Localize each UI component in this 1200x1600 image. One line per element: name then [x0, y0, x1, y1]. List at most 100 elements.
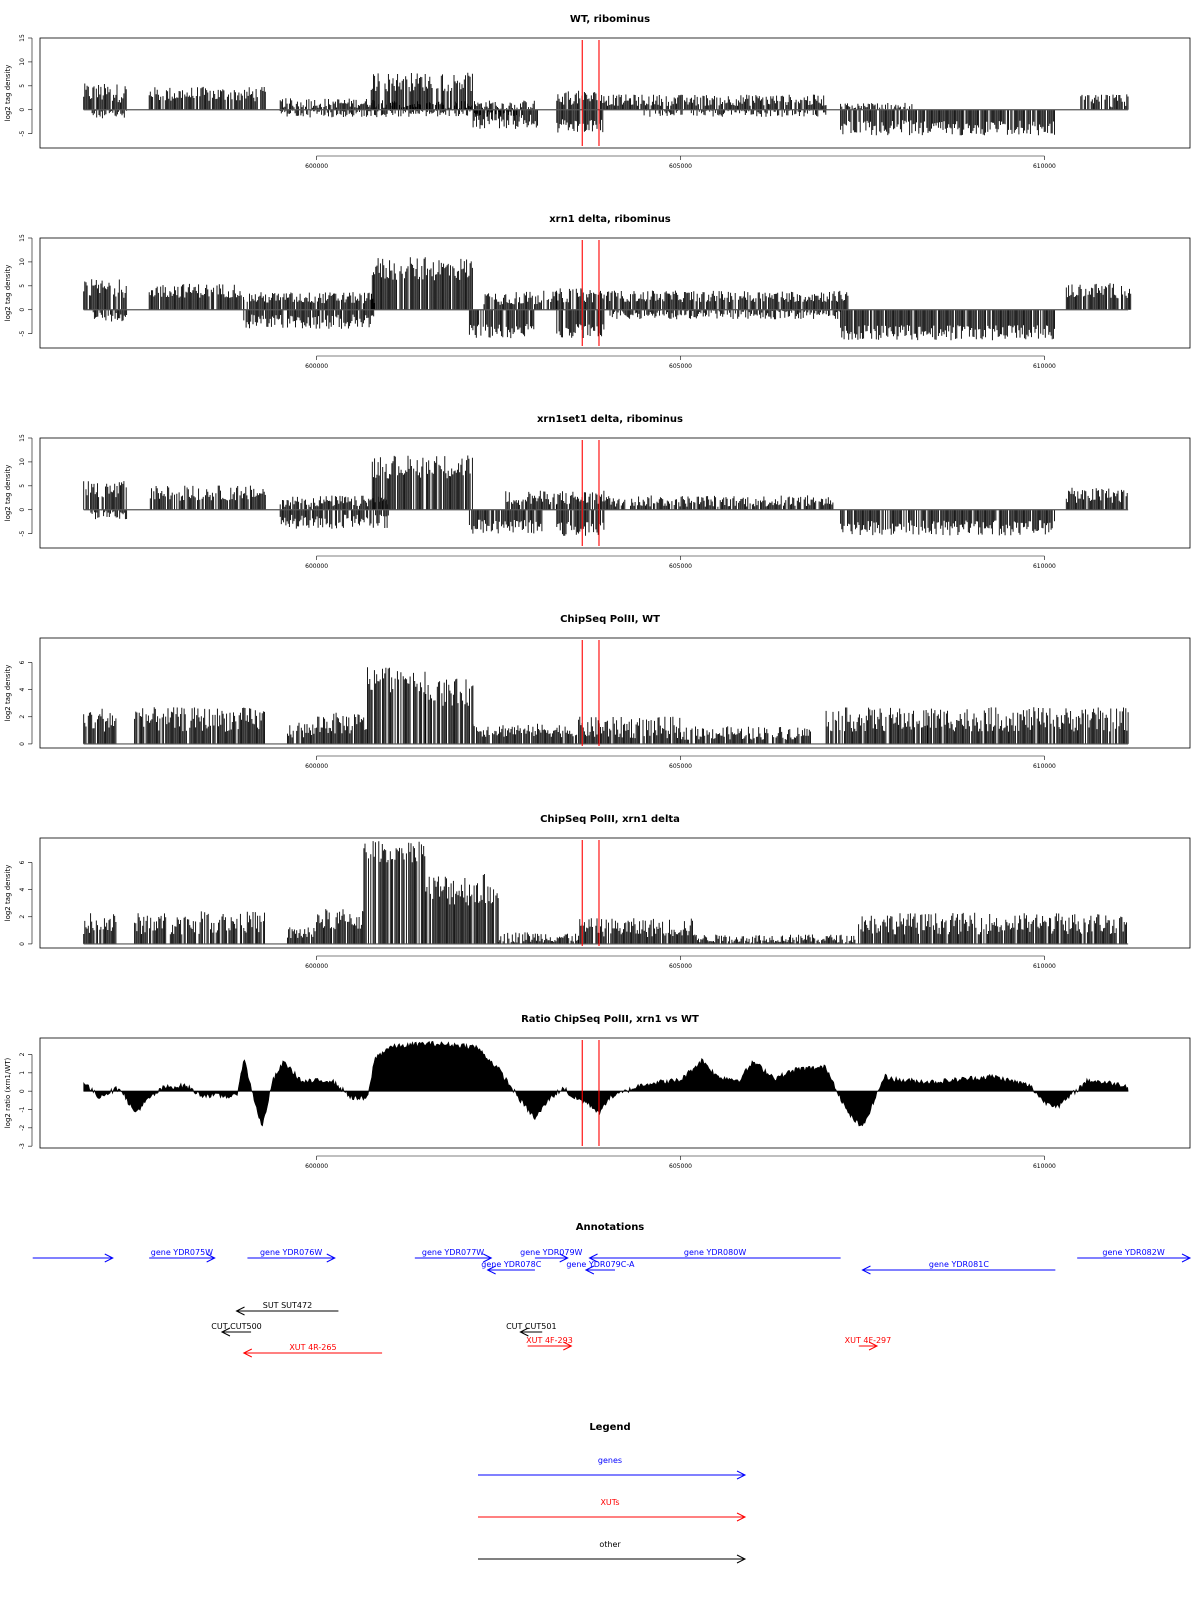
legend-label: XUTs [600, 1498, 619, 1507]
x-tick-label: 600000 [305, 563, 328, 570]
y-tick-label: -3 [19, 1143, 26, 1149]
feature-arrow-head [486, 1265, 496, 1275]
x-tick-label: 600000 [305, 763, 328, 770]
x-tick-label: 610000 [1033, 763, 1056, 770]
chart-panel-1: WT, ribominus -5 0 5 10 15 log2 tag density 600… [4, 14, 1191, 170]
plot-frame [39, 837, 1191, 949]
feature-arrow-head [861, 1265, 871, 1275]
chart-panel-3: xrn1set1 delta, ribominus -5 0 5 10 15 log2 ta… [4, 414, 1191, 570]
x-tick-label: 605000 [669, 763, 692, 770]
x-tick-label: 610000 [1033, 1163, 1056, 1170]
y-tick-label: 5 [19, 284, 26, 288]
plot-frame [39, 637, 1191, 749]
feature-label: gene YDR078C [481, 1260, 541, 1269]
data-bars [83, 667, 1129, 744]
y-tick-label: -5 [19, 330, 26, 336]
data-bars [83, 257, 1132, 341]
y-tick-label: 2 [19, 1052, 26, 1056]
x-tick-label: 610000 [1033, 963, 1056, 970]
x-tick-label: 600000 [305, 963, 328, 970]
y-axis-label: log2 tag density [4, 865, 12, 922]
feature-arrow-head [868, 1341, 879, 1351]
feature-label: gene YDR075W [151, 1248, 213, 1257]
feature-label: gene YDR077W [422, 1248, 484, 1257]
y-tick-label: 6 [19, 660, 26, 664]
data-bars [83, 455, 1128, 536]
feature-label: CUT CUT500 [211, 1322, 261, 1331]
y-tick-label: 0 [19, 308, 26, 312]
plot-frame [39, 237, 1191, 349]
legend-label: other [599, 1540, 621, 1549]
feature-label: gene YDR079W [520, 1248, 582, 1257]
feature-label: gene YDR080W [684, 1248, 746, 1257]
chart-title: xrn1 delta, ribominus [549, 214, 671, 225]
y-tick-label: 5 [19, 84, 26, 88]
y-tick-label: 10 [19, 258, 26, 266]
x-tick-label: 605000 [669, 163, 692, 170]
y-axis-label: log2 tag density [4, 465, 12, 522]
feature-arrow-head [220, 1327, 231, 1337]
annotations-title: Annotations [576, 1222, 645, 1233]
plot-frame [39, 437, 1191, 549]
legend-title: Legend [589, 1422, 630, 1433]
feature-arrow-head [235, 1306, 245, 1316]
feature-arrow-head [326, 1253, 336, 1263]
x-tick-label: 600000 [305, 163, 328, 170]
y-tick-label: 2 [19, 715, 26, 719]
feature-label: XUT 4F-293 [526, 1336, 573, 1345]
x-tick-label: 605000 [669, 363, 692, 370]
y-tick-label: 0 [19, 508, 26, 512]
x-tick-label: 600000 [305, 1163, 328, 1170]
y-tick-label: -5 [19, 530, 26, 536]
y-tick-label: 4 [19, 888, 26, 892]
legend-arrow-head [736, 1554, 747, 1564]
y-tick-label: 0 [19, 942, 26, 946]
y-axis-label: log2 tag density [4, 665, 12, 722]
x-tick-label: 610000 [1033, 563, 1056, 570]
feature-arrow-head [559, 1253, 569, 1263]
feature-label: SUT SUT472 [263, 1301, 312, 1310]
feature-label: XUT 4R-265 [289, 1343, 336, 1352]
feature-arrow-head [242, 1348, 253, 1358]
chart-title: WT, ribominus [570, 14, 650, 25]
chart-panel-5: ChipSeq PolII, xrn1 delta 0 2 4 6 log2 tag de… [4, 814, 1191, 970]
y-tick-label: 0 [19, 108, 26, 112]
feature-label: CUT CUT501 [506, 1322, 556, 1331]
feature-arrow-head [563, 1341, 573, 1351]
y-tick-label: 15 [19, 234, 26, 242]
x-tick-label: 605000 [669, 563, 692, 570]
feature-label: XUT 4F-297 [845, 1336, 892, 1345]
x-tick-label: 610000 [1033, 163, 1056, 170]
feature-label: gene YDR082W [1102, 1248, 1164, 1257]
chart-panel-6: Ratio ChipSeq PolII, xrn1 vs WT -3 -2 -1 0 1 2… [4, 1014, 1191, 1170]
legend-arrow-head [736, 1470, 747, 1480]
chart-title: ChipSeq PolII, WT [560, 614, 660, 625]
data-area [83, 1040, 1129, 1127]
data-bars [83, 841, 1127, 944]
feature-arrow-head [519, 1327, 529, 1337]
y-axis-label: log2 ratio (xrn1/WT) [4, 1057, 12, 1128]
y-tick-label: 15 [19, 34, 26, 42]
y-tick-label: 6 [19, 860, 26, 864]
annotations-panel: Annotations gene YDR075W gene YDR076W gene … [32, 1222, 1192, 1358]
feature-arrow-head [483, 1253, 493, 1263]
y-tick-label: 5 [19, 484, 26, 488]
feature-arrow-head [206, 1253, 216, 1263]
x-tick-label: 610000 [1033, 363, 1056, 370]
chart-title: xrn1set1 delta, ribominus [537, 414, 683, 425]
feature-label: gene YDR079C-A [566, 1260, 635, 1269]
plot-frame [39, 1037, 1191, 1149]
y-tick-label: -2 [19, 1125, 26, 1131]
y-tick-label: -1 [19, 1106, 26, 1112]
legend-label: genes [598, 1456, 622, 1465]
y-tick-label: 1 [19, 1071, 26, 1075]
legend-panel: Legend genes XUTs other [478, 1422, 747, 1564]
chart-title: Ratio ChipSeq PolII, xrn1 vs WT [521, 1014, 699, 1025]
feature-label: gene YDR081C [929, 1260, 989, 1269]
chart-title: ChipSeq PolII, xrn1 delta [540, 814, 680, 825]
y-tick-label: 2 [19, 915, 26, 919]
y-tick-label: 10 [19, 458, 26, 466]
y-tick-label: -5 [19, 130, 26, 136]
feature-arrow-head [1181, 1253, 1192, 1263]
